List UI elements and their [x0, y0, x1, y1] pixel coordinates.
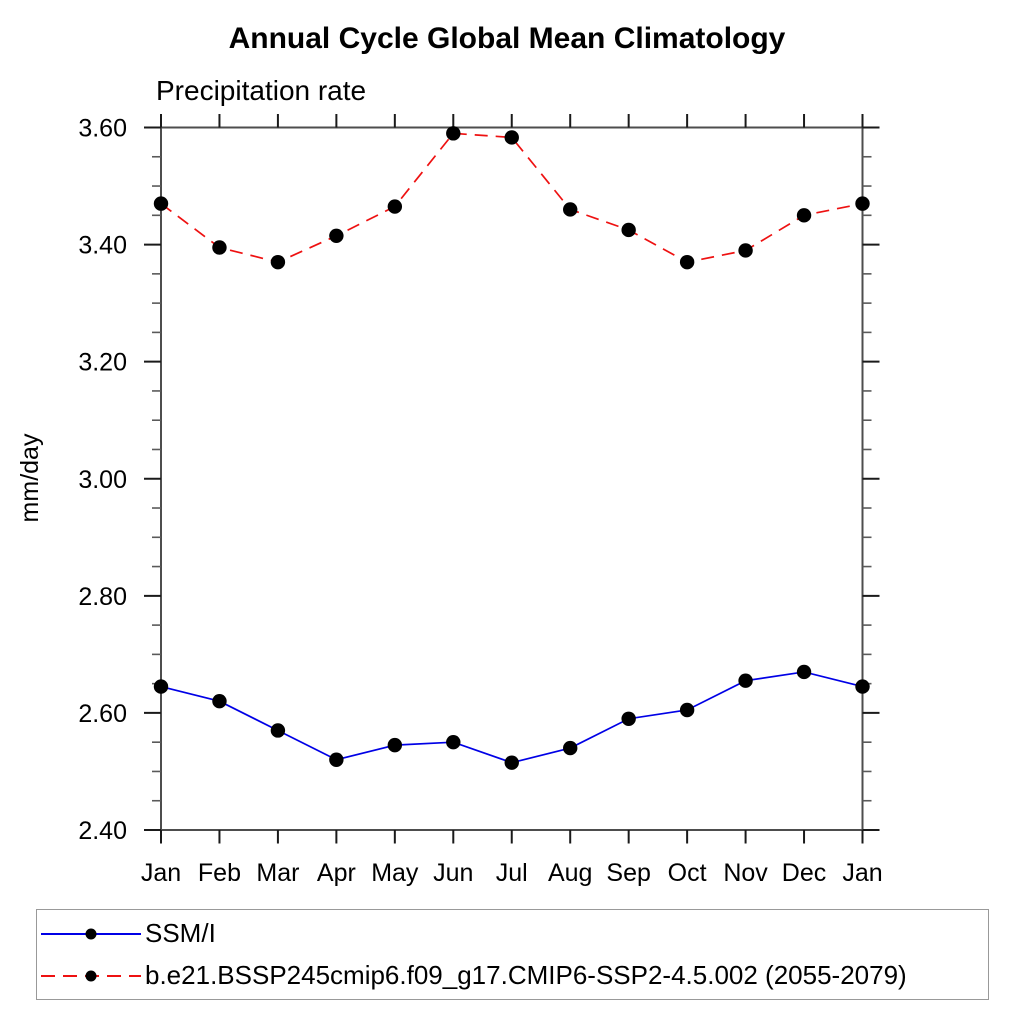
- series-line-0: [160, 671, 863, 764]
- legend-line-marker-icon: [41, 928, 141, 939]
- x-tick-label: Dec: [782, 859, 826, 887]
- x-tick-label: May: [371, 859, 419, 887]
- x-tick-label: Feb: [198, 859, 241, 887]
- x-tick-label: Jan: [842, 859, 882, 887]
- x-tick-label: Mar: [256, 859, 299, 887]
- y-tick-label: 2.40: [78, 817, 127, 845]
- series-line-1: [160, 132, 863, 264]
- legend-line-marker-icon: [41, 970, 141, 981]
- y-tick-label: 3.60: [78, 115, 127, 143]
- x-tick-label: Aug: [548, 859, 592, 887]
- x-tick-label: Nov: [723, 859, 768, 887]
- y-tick-label: 3.20: [78, 349, 127, 377]
- x-tick-label: Apr: [317, 859, 356, 887]
- series-markers-1: [153, 126, 870, 270]
- x-tick-label: Jul: [496, 859, 528, 887]
- y-axis-label: mm/day: [16, 433, 44, 522]
- legend-item-ssmi: SSM/I: [39, 913, 988, 955]
- chart-legend: SSM/I b.e21.BSSP245cmip6.f09_g17.CMIP6-S…: [36, 909, 989, 1000]
- x-tick-label: Sep: [606, 859, 650, 887]
- series-markers-0: [153, 664, 870, 770]
- x-tick-label: Jan: [141, 859, 181, 887]
- chart-subtitle: Precipitation rate: [156, 75, 367, 106]
- x-tick-label: Oct: [668, 859, 707, 887]
- x-tick-label: Jun: [433, 859, 473, 887]
- legend-label-ssmi: SSM/I: [145, 918, 216, 948]
- y-axis: 2.40 2.60 2.80 3.00 3.20 3.40 3.60: [78, 115, 880, 845]
- legend-label-model: b.e21.BSSP245cmip6.f09_g17.CMIP6-SSP2-4.…: [145, 960, 907, 990]
- y-tick-label: 3.00: [78, 466, 127, 494]
- chart-title: Annual Cycle Global Mean Climatology: [228, 22, 786, 55]
- y-tick-label: 3.40: [78, 232, 127, 260]
- y-axis-title: mm/day: [16, 433, 44, 522]
- x-axis: Jan Feb Mar Apr May Jun Jul Aug Sep Oct Nov Dec Jan: [141, 114, 883, 887]
- legend-item-model: b.e21.BSSP245cmip6.f09_g17.CMIP6-SSP2-4.…: [39, 955, 988, 997]
- y-tick-label: 2.60: [78, 700, 127, 728]
- y-tick-label: 2.80: [78, 583, 127, 611]
